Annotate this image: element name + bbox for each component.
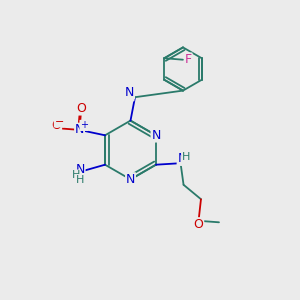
Text: −: − xyxy=(55,117,64,127)
Text: F: F xyxy=(185,53,192,66)
Text: N: N xyxy=(76,163,85,176)
Text: H: H xyxy=(76,175,84,185)
Text: +: + xyxy=(80,120,88,130)
Text: H: H xyxy=(71,170,80,180)
Text: O: O xyxy=(194,218,203,231)
Text: N: N xyxy=(177,152,187,165)
Text: N: N xyxy=(151,129,160,142)
Text: H: H xyxy=(182,152,190,162)
Text: N: N xyxy=(125,85,134,99)
Text: N: N xyxy=(126,173,135,186)
Text: O: O xyxy=(52,119,61,133)
Text: O: O xyxy=(76,102,86,115)
Text: N: N xyxy=(75,123,84,136)
Text: H: H xyxy=(125,91,134,101)
